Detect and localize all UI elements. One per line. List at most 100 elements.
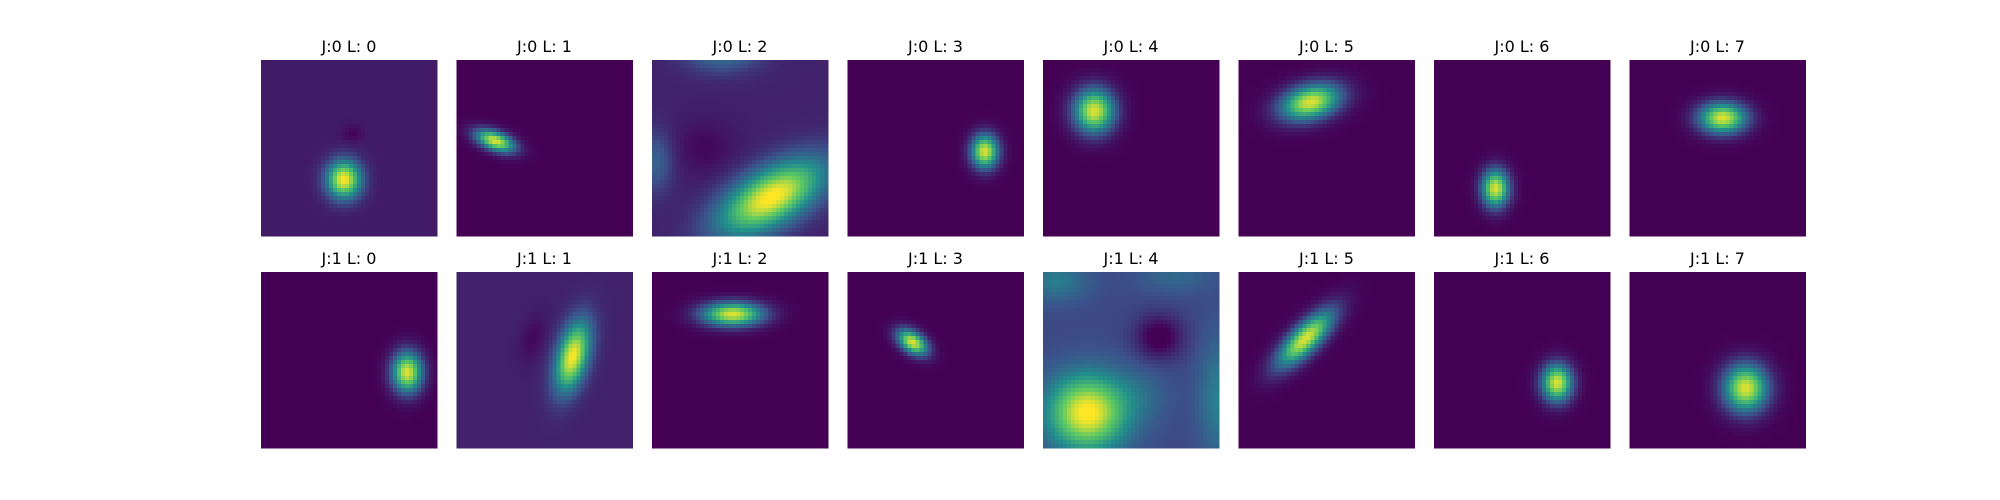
heatmap-cell — [485, 100, 490, 105]
heatmap-cell — [301, 96, 306, 101]
heatmap-cell — [273, 76, 278, 81]
heatmap-cell — [621, 108, 626, 113]
heatmap-cell — [704, 60, 709, 65]
heatmap-cell — [409, 200, 414, 205]
heatmap-cell — [800, 108, 805, 113]
heatmap-cell — [485, 232, 490, 237]
heatmap-cell — [764, 80, 769, 85]
heatmap-cell — [736, 124, 741, 129]
heatmap-cell — [301, 224, 306, 229]
heatmap-cell — [537, 132, 542, 137]
heatmap-cell — [521, 156, 526, 161]
heatmap-cell — [656, 96, 661, 101]
heatmap-cell — [485, 120, 490, 125]
heatmap-cell — [557, 172, 562, 177]
heatmap-cell — [541, 220, 546, 225]
heatmap-cell — [621, 152, 626, 157]
heatmap-cell — [433, 128, 438, 133]
heatmap-cell — [561, 108, 566, 113]
heatmap-cell — [589, 224, 594, 229]
heatmap-cell — [309, 200, 314, 205]
heatmap-cell — [361, 144, 366, 149]
heatmap-cell — [533, 108, 538, 113]
heatmap-cell — [549, 216, 554, 221]
heatmap-cell — [517, 88, 522, 93]
heatmap-cell — [357, 76, 362, 81]
heatmap-cell — [752, 112, 757, 117]
heatmap-cell — [417, 228, 422, 233]
heatmap-cell — [808, 108, 813, 113]
heatmap-cell — [553, 132, 558, 137]
heatmap-cell — [525, 60, 530, 65]
heatmap-cell — [285, 172, 290, 177]
heatmap-cell — [597, 80, 602, 85]
heatmap-cell — [321, 188, 326, 193]
heatmap-cell — [760, 112, 765, 117]
heatmap-cell — [593, 68, 598, 73]
heatmap-cell — [301, 184, 306, 189]
heatmap-cell — [485, 132, 490, 137]
heatmap-cell — [369, 176, 374, 181]
heatmap-cell — [668, 100, 673, 105]
heatmap-cell — [581, 80, 586, 85]
heatmap-cell — [273, 120, 278, 125]
heatmap-cell — [573, 164, 578, 169]
heatmap-cell — [561, 200, 566, 205]
heatmap-cell — [485, 92, 490, 97]
heatmap-cell — [417, 212, 422, 217]
heatmap-cell — [277, 96, 282, 101]
heatmap-cell — [621, 116, 626, 121]
heatmap-cell — [485, 168, 490, 173]
heatmap-cell — [585, 228, 590, 233]
heatmap-cell — [369, 196, 374, 201]
heatmap-cell — [764, 72, 769, 77]
heatmap-cell — [465, 132, 470, 137]
heatmap-cell — [385, 156, 390, 161]
heatmap-cell — [557, 92, 562, 97]
heatmap-cell — [609, 164, 614, 169]
heatmap-cell — [553, 168, 558, 173]
heatmap-cell — [365, 164, 370, 169]
heatmap-cell — [553, 208, 558, 213]
heatmap-cell — [429, 204, 434, 209]
heatmap-cell — [333, 208, 338, 213]
heatmap-cell — [381, 152, 386, 157]
heatmap-cell — [593, 168, 598, 173]
heatmap-cell — [409, 232, 414, 237]
heatmap-cell — [513, 68, 518, 73]
heatmap-cell — [501, 224, 506, 229]
heatmap-cell — [760, 136, 765, 141]
heatmap-cell — [337, 176, 342, 181]
heatmap-cell — [688, 104, 693, 109]
heatmap-cell — [756, 132, 761, 137]
heatmap-cell — [329, 140, 334, 145]
heatmap-cell — [716, 136, 721, 141]
heatmap-cell — [469, 92, 474, 97]
heatmap-cell — [517, 60, 522, 65]
heatmap-cell — [481, 100, 486, 105]
heatmap-cell — [521, 220, 526, 225]
heatmap-cell — [461, 228, 466, 233]
heatmap-cell — [297, 136, 302, 141]
heatmap-cell — [313, 120, 318, 125]
heatmap-cell — [277, 148, 282, 153]
heatmap-cell — [333, 108, 338, 113]
heatmap-cell — [716, 72, 721, 77]
heatmap-cell — [417, 204, 422, 209]
heatmap-cell — [457, 84, 462, 89]
heatmap-cell — [553, 144, 558, 149]
heatmap-cell — [728, 88, 733, 93]
heatmap-cell — [401, 172, 406, 177]
heatmap-cell — [381, 204, 386, 209]
heatmap-cell — [525, 208, 530, 213]
heatmap-cell — [457, 100, 462, 105]
heatmap-cell — [569, 232, 574, 237]
heatmap-cell — [617, 124, 622, 129]
heatmap-cell — [621, 96, 626, 101]
heatmap-cell — [672, 140, 677, 145]
heatmap-cell — [565, 228, 570, 233]
heatmap-cell — [421, 140, 426, 145]
heatmap-cell — [261, 80, 266, 85]
heatmap-cell — [365, 84, 370, 89]
heatmap-cell — [744, 76, 749, 81]
